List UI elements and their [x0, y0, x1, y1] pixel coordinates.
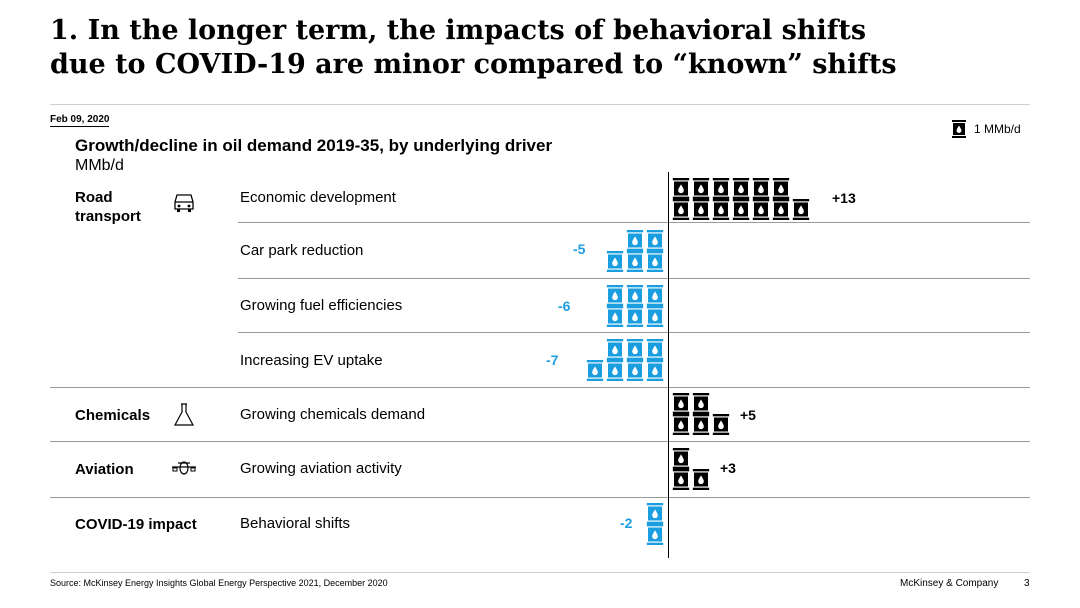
category-road-transport-label: Road transport [75, 189, 141, 225]
oil-barrel-mark [692, 393, 710, 414]
zero-axis [668, 172, 669, 558]
oil-barrel-mark [626, 230, 644, 251]
oil-barrel-mark [626, 285, 644, 306]
legend: 1 MMb/d [952, 120, 1021, 138]
page-number: 3 [1024, 578, 1030, 589]
oil-barrel-mark [606, 251, 624, 272]
row-divider [238, 278, 1030, 279]
chart-unit: MMb/d [75, 157, 124, 174]
footer-divider [50, 572, 1030, 573]
oil-barrel-mark [606, 285, 624, 306]
oil-barrel-mark [772, 199, 790, 220]
slide-title-line-2: due to COVID-19 are minor compared to “k… [50, 49, 897, 80]
oil-barrel-mark [772, 178, 790, 199]
category-road-transport: Road transport [75, 188, 141, 226]
oil-barrel-mark [692, 414, 710, 435]
category-aviation: Aviation [75, 461, 134, 478]
source-note: Source: McKinsey Energy Insights Global … [50, 578, 388, 588]
group-divider [50, 441, 1030, 442]
value-label: +13 [832, 190, 856, 206]
driver-ev-uptake: Increasing EV uptake [240, 352, 383, 369]
oil-barrel-mark [732, 199, 750, 220]
flask-icon [173, 403, 195, 426]
oil-barrel-mark [672, 199, 690, 220]
title-divider [50, 104, 1030, 105]
oil-barrel-mark [692, 199, 710, 220]
date-label: Feb 09, 2020 [50, 114, 110, 127]
value-label: +3 [720, 460, 736, 476]
oil-barrel-mark [712, 199, 730, 220]
chart-title: Growth/decline in oil demand 2019-35, by… [75, 136, 553, 155]
oil-barrel-icon [952, 120, 966, 138]
car-icon [174, 194, 194, 212]
oil-barrel-mark [646, 230, 664, 251]
oil-barrel-mark [646, 306, 664, 327]
category-chemicals: Chemicals [75, 407, 151, 424]
oil-barrel-mark [752, 199, 770, 220]
oil-barrel-mark [732, 178, 750, 199]
airplane-icon [172, 461, 196, 475]
driver-behavioral-shifts: Behavioral shifts [240, 515, 351, 532]
oil-barrel-mark [672, 178, 690, 199]
oil-barrel-mark [646, 360, 664, 381]
oil-barrel-mark [646, 524, 664, 545]
oil-barrel-mark [792, 199, 810, 220]
oil-barrel-mark [646, 503, 664, 524]
driver-car-park-reduction: Car park reduction [240, 242, 364, 259]
driver-aviation-activity: Growing aviation activity [240, 460, 402, 477]
oil-barrel-mark [692, 178, 710, 199]
value-label: -7 [546, 352, 559, 368]
oil-barrel-mark [646, 339, 664, 360]
oil-barrel-mark [712, 178, 730, 199]
driver-economic-development: Economic development [240, 189, 396, 206]
value-label: -6 [558, 298, 571, 314]
value-label: -5 [573, 241, 586, 257]
oil-barrel-mark [626, 306, 644, 327]
oil-barrel-mark [672, 469, 690, 490]
oil-barrel-mark [692, 469, 710, 490]
oil-barrel-mark [646, 251, 664, 272]
driver-fuel-efficiencies: Growing fuel efficiencies [240, 297, 403, 314]
slide-title-line-1: 1. In the longer term, the impacts of be… [50, 15, 867, 46]
oil-barrel-mark [646, 285, 664, 306]
oil-barrel-mark [752, 178, 770, 199]
oil-barrel-mark [586, 360, 604, 381]
driver-chemicals-demand: Growing chemicals demand [240, 406, 426, 423]
oil-barrel-mark [606, 339, 624, 360]
oil-barrel-mark [672, 414, 690, 435]
legend-label: 1 MMb/d [974, 122, 1021, 136]
row-divider [238, 332, 1030, 333]
group-divider [50, 387, 1030, 388]
value-label: +5 [740, 407, 756, 423]
oil-barrel-mark [672, 393, 690, 414]
row-divider [238, 222, 1030, 223]
value-label: -2 [620, 515, 633, 531]
slide-title: 1. In the longer term, the impacts of be… [50, 14, 1030, 82]
oil-barrel-mark [626, 251, 644, 272]
oil-barrel-mark [606, 360, 624, 381]
oil-barrel-mark [626, 339, 644, 360]
oil-barrel-mark [626, 360, 644, 381]
company-name: McKinsey & Company [900, 578, 999, 589]
group-divider [50, 497, 1030, 498]
category-covid-impact: COVID-19 impact [75, 516, 197, 533]
oil-barrel-mark [672, 448, 690, 469]
oil-barrel-mark [606, 306, 624, 327]
oil-barrel-mark [712, 414, 730, 435]
